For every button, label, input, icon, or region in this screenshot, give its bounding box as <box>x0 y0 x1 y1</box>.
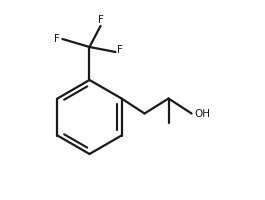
Text: F: F <box>117 45 123 55</box>
Text: OH: OH <box>195 108 211 118</box>
Text: F: F <box>98 15 103 25</box>
Text: F: F <box>54 34 60 44</box>
